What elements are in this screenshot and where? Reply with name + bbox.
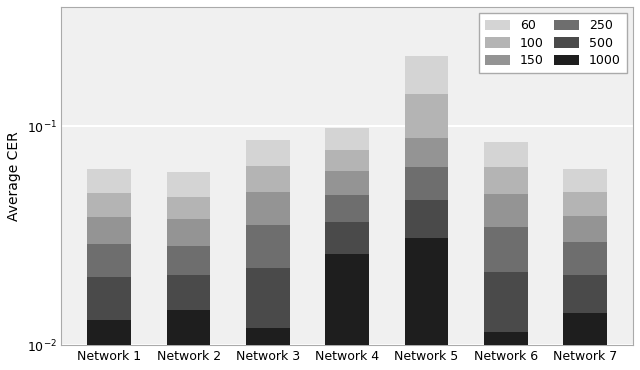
Bar <box>167 310 211 370</box>
Legend: 60, 100, 150, 250, 500, 1000: 60, 100, 150, 250, 500, 1000 <box>479 13 627 73</box>
Bar <box>484 228 528 272</box>
Y-axis label: Average CER: Average CER <box>7 131 21 221</box>
Bar <box>167 219 211 246</box>
Bar <box>563 169 607 192</box>
Bar <box>246 328 290 370</box>
Bar <box>88 217 131 244</box>
Bar <box>325 171 369 195</box>
Bar <box>246 192 290 225</box>
Bar <box>484 142 528 167</box>
Bar <box>325 195 369 222</box>
Bar <box>484 332 528 370</box>
Bar <box>484 272 528 332</box>
Bar <box>325 254 369 370</box>
Bar <box>404 56 449 94</box>
Bar <box>167 246 211 275</box>
Bar <box>167 172 211 197</box>
Bar <box>325 128 369 150</box>
Bar <box>167 197 211 219</box>
Bar <box>88 320 131 370</box>
Bar <box>88 277 131 320</box>
Bar <box>563 313 607 370</box>
Bar <box>404 167 449 200</box>
Bar <box>246 141 290 166</box>
Bar <box>484 167 528 194</box>
Bar <box>325 150 369 171</box>
Bar <box>404 200 449 238</box>
Bar <box>167 275 211 310</box>
Bar <box>563 216 607 242</box>
Bar <box>246 268 290 328</box>
Bar <box>246 225 290 268</box>
Bar <box>404 238 449 370</box>
Bar <box>404 94 449 138</box>
Bar <box>484 194 528 228</box>
Bar <box>563 275 607 313</box>
Bar <box>563 192 607 216</box>
Bar <box>404 138 449 167</box>
Bar <box>246 166 290 192</box>
Bar <box>88 193 131 217</box>
Bar <box>88 244 131 277</box>
Bar <box>88 169 131 193</box>
Bar <box>563 242 607 275</box>
Bar <box>325 222 369 254</box>
